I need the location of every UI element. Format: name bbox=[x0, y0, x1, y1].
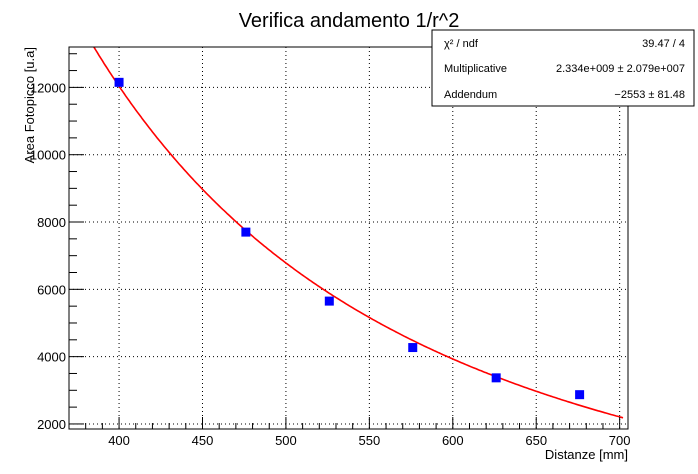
x-tick-label: 700 bbox=[609, 433, 631, 448]
chart-title: Verifica andamento 1/r^2 bbox=[239, 10, 460, 32]
y-tick-label: 12000 bbox=[30, 80, 66, 95]
x-tick-label: 450 bbox=[192, 433, 214, 448]
fit-curve-layer bbox=[93, 46, 624, 419]
stats-label-chi2: χ² / ndf bbox=[444, 38, 479, 50]
y-tick-label: 6000 bbox=[37, 282, 66, 297]
data-points-layer bbox=[114, 77, 585, 400]
data-point bbox=[491, 373, 501, 383]
x-tick-label: 650 bbox=[525, 433, 547, 448]
axes: 400 450 500 550 600 650 700 2000 4000 6000 8000 100… bbox=[30, 53, 631, 448]
data-point bbox=[114, 77, 124, 87]
y-tick-label: 10000 bbox=[30, 148, 66, 163]
y-tick-label: 4000 bbox=[37, 350, 66, 365]
x-axis-title: Distanze [mm] bbox=[545, 447, 628, 462]
stats-label-multiplicative: Multiplicative bbox=[444, 63, 507, 75]
data-point bbox=[241, 227, 251, 237]
stats-label-addendum: Addendum bbox=[444, 89, 497, 101]
x-tick-label: 550 bbox=[359, 433, 381, 448]
x-tick-label: 400 bbox=[108, 433, 130, 448]
y-tick-label: 8000 bbox=[37, 215, 66, 230]
data-point bbox=[575, 390, 585, 400]
x-tick-label: 600 bbox=[442, 433, 464, 448]
stats-value-addendum: −2553 ± 81.48 bbox=[614, 89, 685, 101]
fit-stats-box: χ² / ndf 39.47 / 4 Multiplicative 2.334e… bbox=[431, 29, 695, 107]
y-axis-title: Area Fotopicco [u.a] bbox=[22, 47, 37, 163]
stats-value-chi2: 39.47 / 4 bbox=[642, 38, 685, 50]
data-point bbox=[324, 296, 334, 306]
x-tick-label: 500 bbox=[275, 433, 297, 448]
data-point bbox=[408, 343, 418, 353]
y-tick-label: 2000 bbox=[37, 417, 66, 432]
fit-curve bbox=[93, 46, 624, 419]
plot-frame bbox=[68, 46, 629, 430]
stats-value-multiplicative: 2.334e+009 ± 2.079e+007 bbox=[556, 63, 685, 75]
